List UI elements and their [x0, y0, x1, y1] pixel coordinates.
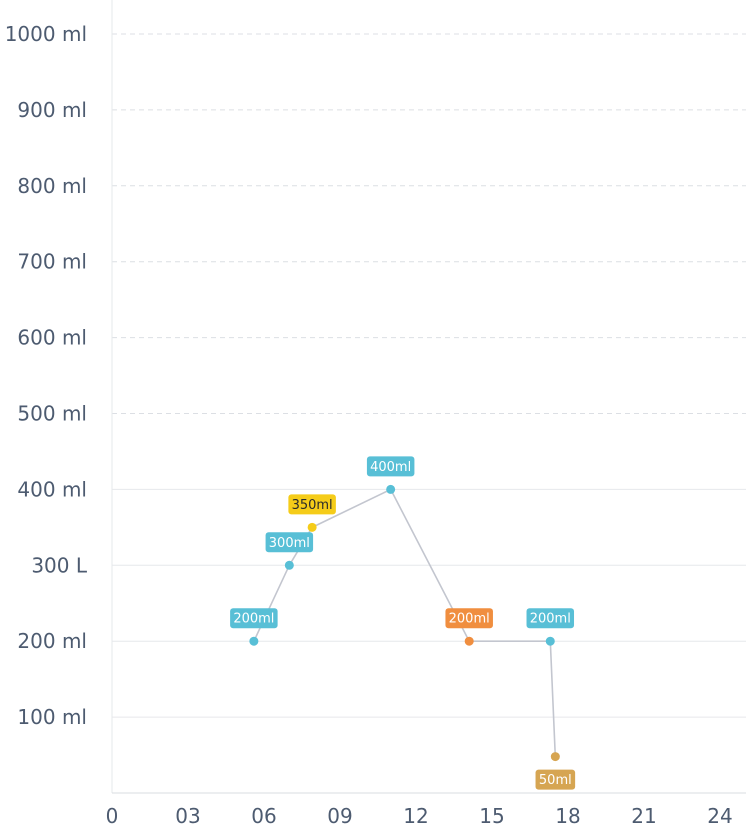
data-label-bg — [366, 456, 415, 477]
y-tick-label: 100 ml — [17, 705, 87, 729]
data-point[interactable] — [550, 752, 560, 762]
data-point[interactable] — [307, 522, 317, 532]
data-label-bg — [288, 494, 336, 515]
data-label: 200ml — [445, 608, 493, 629]
data-point[interactable] — [545, 636, 555, 646]
x-tick-label: 18 — [555, 804, 580, 825]
y-tick-label: 700 ml — [17, 250, 87, 274]
data-label-text: 200ml — [449, 612, 490, 627]
data-point[interactable] — [249, 636, 259, 646]
x-tick-label: 0 — [106, 804, 119, 825]
y-axis-ticks: 100 ml 200 ml 300 L 400 ml 500 ml 600 ml 700 m… — [5, 22, 88, 729]
data-label: 400ml — [366, 456, 415, 477]
data-points — [249, 484, 560, 762]
data-label-text: 350ml — [292, 498, 333, 513]
data-point[interactable] — [284, 560, 294, 570]
data-label: 50ml — [535, 769, 576, 790]
data-label-bg — [265, 532, 314, 553]
grid — [112, 33, 746, 718]
data-label-bg — [445, 608, 493, 629]
data-label: 350ml — [288, 494, 336, 515]
x-tick-label: 24 — [707, 804, 732, 825]
data-point[interactable] — [386, 484, 396, 494]
data-label: 200ml — [230, 608, 278, 629]
x-tick-label: 21 — [631, 804, 656, 825]
x-axis-ticks: 0 03 06 09 12 15 18 21 24 — [106, 804, 733, 825]
x-tick-label: 03 — [175, 804, 200, 825]
data-label-text: 200ml — [233, 612, 274, 627]
axes — [111, 0, 746, 794]
data-label-bg — [535, 769, 576, 790]
y-tick-label: 300 L — [31, 553, 88, 577]
x-tick-label: 06 — [251, 804, 276, 825]
x-tick-label: 09 — [327, 804, 352, 825]
y-tick-label: 200 ml — [17, 629, 87, 653]
data-label-text: 200ml — [530, 612, 571, 627]
data-labels: 200ml 300ml 350ml 400ml 200ml 200ml 50ml — [230, 456, 576, 790]
data-label-text: 50ml — [539, 773, 572, 788]
data-point[interactable] — [464, 636, 474, 646]
y-tick-label: 900 ml — [17, 98, 87, 122]
series-line — [253, 488, 557, 757]
y-tick-label: 500 ml — [17, 402, 87, 426]
series-polyline — [253, 488, 557, 757]
data-label: 200ml — [526, 608, 575, 629]
y-tick-label: 1000 ml — [5, 22, 87, 46]
data-label-bg — [526, 608, 575, 629]
x-tick-label: 12 — [403, 804, 428, 825]
y-tick-label: 800 ml — [17, 174, 87, 198]
data-label-text: 300ml — [269, 536, 310, 551]
y-tick-label: 400 ml — [17, 477, 87, 501]
data-label-text: 400ml — [370, 460, 411, 475]
x-tick-label: 15 — [479, 804, 504, 825]
data-label: 300ml — [265, 532, 314, 553]
y-tick-label: 600 ml — [17, 326, 87, 350]
data-label-bg — [230, 608, 278, 629]
